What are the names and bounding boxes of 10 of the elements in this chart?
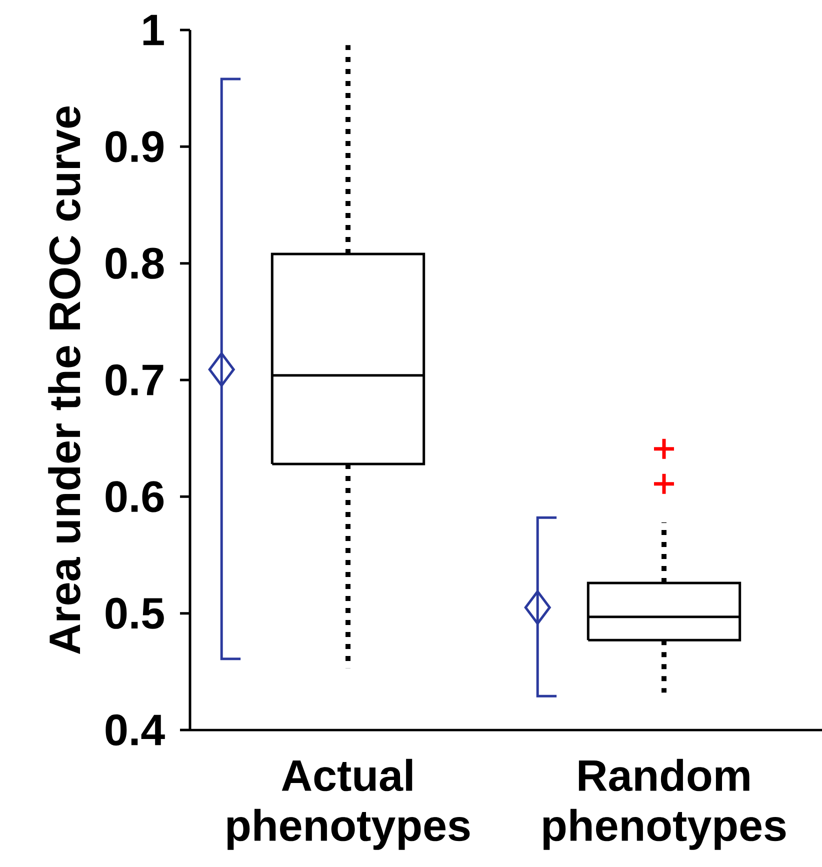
y-tick-label: 0.4: [106, 714, 165, 746]
x-tick-label: Actual phenotypes: [227, 758, 470, 850]
y-tick-label: 0.5: [106, 598, 164, 629]
x-tick-label: Random phenotypes: [543, 758, 786, 850]
y-tick-label: 0.7: [106, 364, 164, 396]
y-tick-label: 0.9: [106, 131, 164, 162]
y-tick-label: 1: [143, 14, 164, 46]
y-tick-label: 0.6: [106, 481, 164, 512]
y-tick-label: 0.8: [106, 248, 164, 279]
y-axis-title: Area under the ROC curve: [48, 106, 80, 654]
